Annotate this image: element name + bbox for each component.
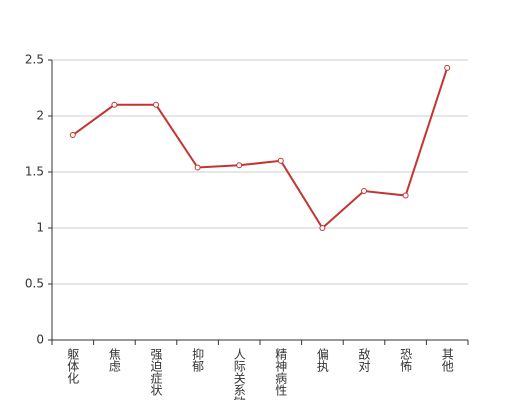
- point: [402, 192, 409, 199]
- y-tick-label: 2: [36, 109, 44, 123]
- x-tick-label: 偏执: [315, 347, 329, 373]
- point: [361, 188, 367, 195]
- point: [153, 101, 159, 108]
- y-tick-label: 1.5: [25, 165, 44, 179]
- y-tick-label: 0.5: [25, 277, 44, 291]
- x-tick-label: 恐怖: [399, 348, 413, 372]
- point: [444, 64, 451, 71]
- line: [72, 67, 449, 230]
- x-tick-label: 躯体化: [66, 347, 80, 385]
- x-tick-label: 敌对: [357, 347, 371, 372]
- y-tick-label: 2.5: [25, 53, 44, 67]
- point: [111, 101, 118, 108]
- point: [277, 157, 284, 164]
- x-tick-label: 焦虑: [107, 348, 121, 372]
- point: [69, 132, 76, 139]
- x-tick-label: 抑郁: [191, 347, 205, 373]
- x-tick-label: 人际关系敏感: [232, 348, 246, 400]
- x-tick-label: 其他: [440, 348, 454, 372]
- y-tick-label: 1: [36, 221, 44, 235]
- point: [236, 162, 243, 169]
- x-tick-label: 精神病性: [274, 348, 288, 397]
- point: [194, 164, 201, 171]
- y-tick-label: 0: [36, 333, 44, 347]
- x-tick-label: 强迫症状: [149, 348, 163, 396]
- point: [319, 225, 326, 231]
